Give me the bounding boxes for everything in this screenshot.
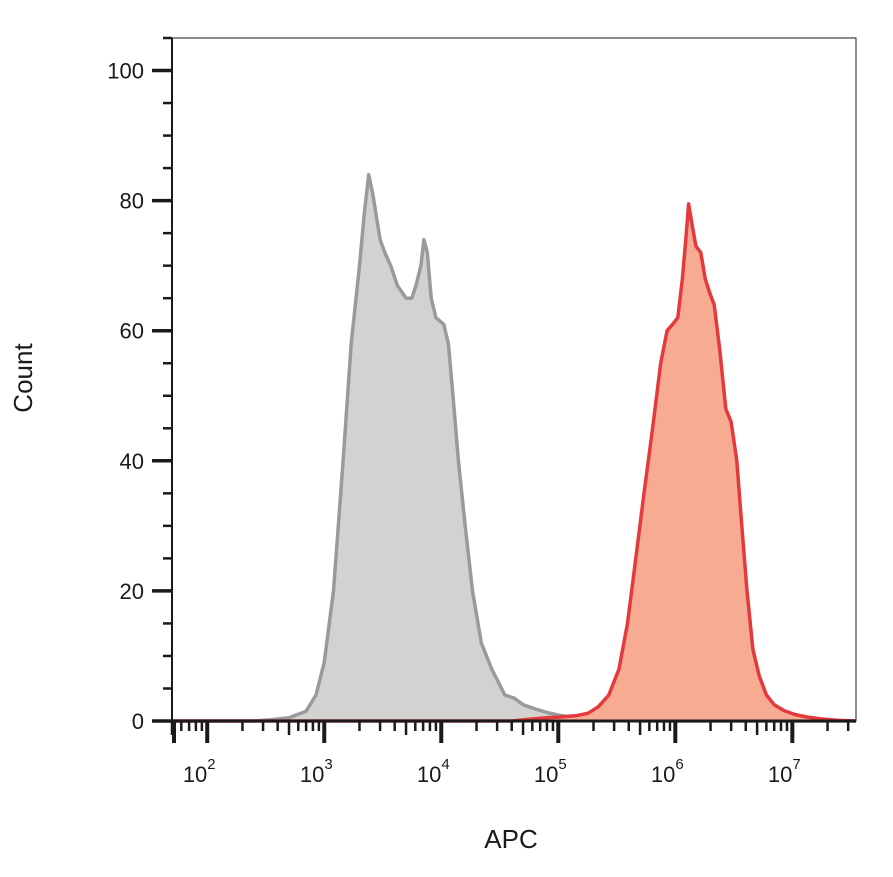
x-axis-title: APC	[484, 824, 537, 854]
x-tick-label: 103	[300, 756, 333, 787]
y-tick-label: 100	[107, 59, 144, 84]
x-tick-label: 104	[417, 756, 450, 787]
y-tick-label: 60	[120, 319, 144, 344]
series-control-area	[172, 174, 856, 722]
x-tick-label: 107	[768, 756, 801, 787]
series-control-line	[172, 172, 856, 723]
series-sample-area	[172, 203, 856, 721]
series-layer	[172, 172, 857, 723]
x-tick-label: 106	[651, 756, 684, 787]
x-tick-label: 105	[534, 756, 567, 787]
y-tick-label: 80	[120, 189, 144, 214]
y-tick-label: 40	[120, 449, 144, 474]
x-tick-label: 102	[183, 756, 216, 787]
y-axis: 0 20 40 60 80 100	[107, 36, 173, 734]
y-tick-label: 0	[132, 709, 144, 734]
y-axis-title: Count	[8, 343, 38, 413]
y-tick-label: 20	[120, 579, 144, 604]
series-sample-line	[172, 202, 857, 723]
x-axis: 102 103 104 105 106 107	[170, 719, 856, 787]
plot-frame	[171, 37, 857, 722]
